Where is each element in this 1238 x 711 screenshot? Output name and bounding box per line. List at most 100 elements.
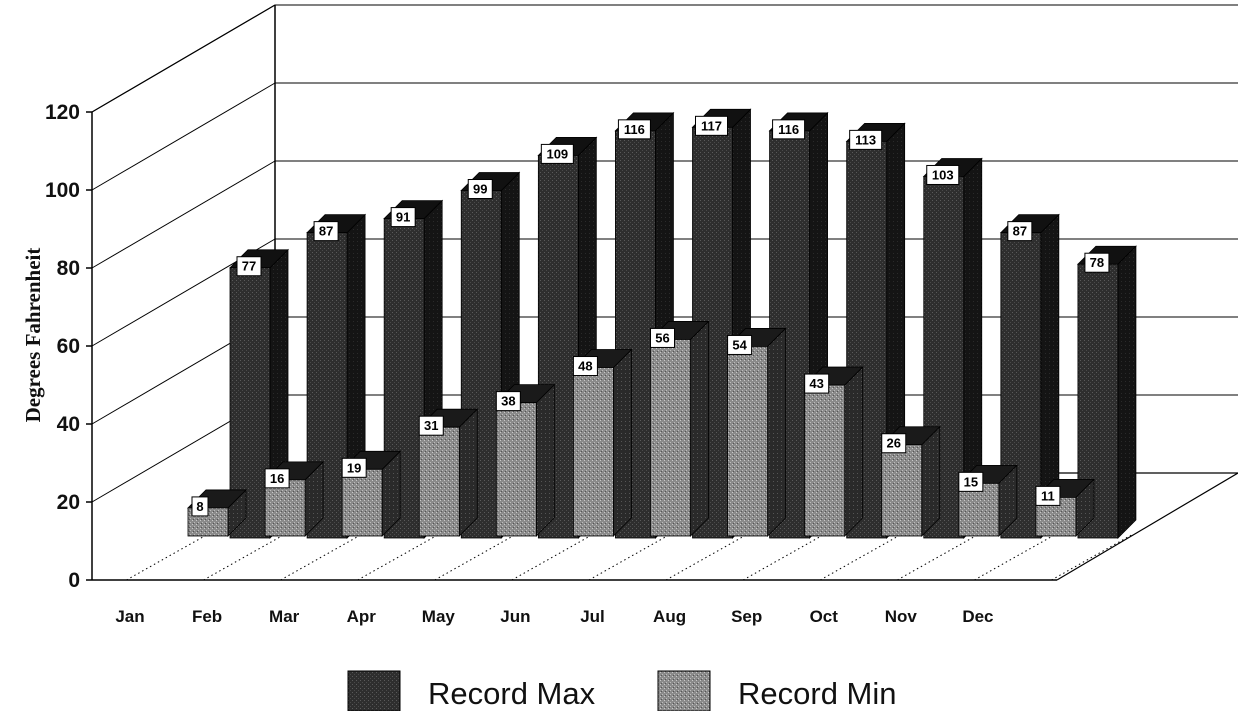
floor-dotted-line xyxy=(897,534,978,581)
x-category-label: Sep xyxy=(731,607,762,626)
record-max-data-label: 109 xyxy=(540,143,574,164)
svg-text:116: 116 xyxy=(778,122,799,137)
record-min-data-label: 56 xyxy=(650,327,675,348)
x-category-label: Nov xyxy=(885,607,918,626)
x-category-label: May xyxy=(422,607,456,626)
y-tick-label: 100 xyxy=(45,179,80,202)
svg-text:43: 43 xyxy=(809,376,823,391)
svg-text:103: 103 xyxy=(932,167,954,182)
record-max-data-label: 103 xyxy=(926,164,960,185)
record-min-bars: 8 16 19 31 38 48 56 54 43 26 15 11 xyxy=(187,320,1095,537)
floor-dotted-line xyxy=(511,534,593,581)
x-category-label: Feb xyxy=(192,607,222,626)
floor-dotted-line xyxy=(126,534,207,581)
svg-text:117: 117 xyxy=(701,118,722,133)
svg-text:87: 87 xyxy=(1013,224,1027,239)
record-min-bar xyxy=(264,460,325,537)
svg-text:56: 56 xyxy=(655,330,669,345)
record-min-data-label: 38 xyxy=(495,391,521,412)
record-max-data-label: 87 xyxy=(313,221,339,242)
floor-dotted-line xyxy=(434,534,516,581)
y-axis-label: Degrees Fahrenheit xyxy=(21,248,45,423)
x-category-label: Mar xyxy=(269,607,300,626)
y-tick-label: 80 xyxy=(57,257,80,280)
x-category-label: Jan xyxy=(115,607,144,626)
record-min-data-label: 19 xyxy=(341,457,367,478)
y-tick-label: 120 xyxy=(45,101,80,124)
record-min-data-label: 26 xyxy=(881,433,907,454)
svg-text:78: 78 xyxy=(1090,255,1104,270)
legend-record-min: Record Min xyxy=(657,670,897,711)
record-min-bar xyxy=(649,320,710,537)
floor-dotted-line xyxy=(203,534,284,581)
svg-text:109: 109 xyxy=(546,146,568,161)
record-min-data-label: 15 xyxy=(958,471,984,492)
floor-dotted-line xyxy=(588,534,670,581)
x-category-label: Jul xyxy=(580,607,605,626)
svg-text:38: 38 xyxy=(501,394,515,409)
record-max-data-label: 78 xyxy=(1084,252,1110,273)
svg-text:116: 116 xyxy=(624,122,645,137)
record-max-bar xyxy=(229,248,289,539)
record-max-data-label: 117 xyxy=(695,115,728,136)
svg-text:8: 8 xyxy=(196,499,203,514)
record-max-data-label: 77 xyxy=(236,256,262,277)
svg-text:113: 113 xyxy=(855,132,876,147)
record-max-data-label: 113 xyxy=(849,129,883,150)
x-category-label: Jun xyxy=(500,607,530,626)
floor-dotted-line xyxy=(742,534,824,581)
svg-text:54: 54 xyxy=(732,337,747,352)
floor-dotted-line xyxy=(280,534,361,581)
record-max-bars: 77 87 91 99 109 116 117 116 113 103 87 78 xyxy=(229,108,1137,539)
gridline-left-wall xyxy=(91,160,276,269)
legend-label: Record Max xyxy=(428,676,596,711)
floor-dotted-line xyxy=(819,534,901,581)
record-min-data-label: 48 xyxy=(572,356,598,377)
record-min-bar xyxy=(341,450,402,537)
record-max-data-label: 116 xyxy=(772,119,806,140)
floor-dotted-line xyxy=(974,534,1055,581)
y-axis-ticks: 0 20 40 60 80 100 120 xyxy=(45,101,80,592)
x-category-label: Apr xyxy=(347,607,377,626)
record-min-data-label: 31 xyxy=(418,415,444,436)
record-min-data-label: 43 xyxy=(804,373,830,394)
svg-text:91: 91 xyxy=(396,210,410,225)
legend-swatch xyxy=(347,670,401,711)
record-max-data-label: 116 xyxy=(617,119,651,140)
svg-text:16: 16 xyxy=(270,471,284,486)
svg-text:15: 15 xyxy=(964,474,978,489)
record-min-data-label: 11 xyxy=(1035,485,1061,506)
x-category-label: Dec xyxy=(962,607,993,626)
svg-text:87: 87 xyxy=(319,224,333,239)
record-min-bar xyxy=(1034,478,1095,537)
legend-record-max: Record Max xyxy=(347,670,596,711)
x-category-label: Aug xyxy=(653,607,686,626)
legend: Record Max Record Min xyxy=(347,670,897,711)
floor-dotted-line xyxy=(1051,534,1132,581)
svg-text:19: 19 xyxy=(347,460,361,475)
svg-text:48: 48 xyxy=(578,359,592,374)
record-min-data-label: 8 xyxy=(191,496,209,517)
x-axis-categories: Jan Feb Mar Apr May Jun Jul Aug Sep Oct Nov Dec xyxy=(115,607,993,626)
floor-dotted-line xyxy=(665,534,747,581)
record-max-data-label: 99 xyxy=(467,179,493,200)
y-tick-label: 20 xyxy=(57,491,80,514)
gridline-left-wall xyxy=(91,4,276,113)
svg-text:26: 26 xyxy=(887,436,901,451)
record-min-bar xyxy=(572,348,633,537)
y-tick-label: 60 xyxy=(57,335,80,358)
svg-text:77: 77 xyxy=(242,259,256,274)
record-max-data-label: 87 xyxy=(1007,221,1033,242)
record-max-data-label: 91 xyxy=(390,207,416,228)
floor-right-edge xyxy=(1056,472,1238,581)
legend-swatch xyxy=(657,670,711,711)
y-tick-label: 0 xyxy=(68,569,80,592)
svg-text:99: 99 xyxy=(473,182,487,197)
svg-text:11: 11 xyxy=(1041,488,1055,503)
record-min-data-label: 54 xyxy=(727,334,753,355)
record-min-data-label: 16 xyxy=(264,468,290,489)
y-tick-label: 40 xyxy=(57,413,80,436)
svg-text:31: 31 xyxy=(424,418,438,433)
x-category-label: Oct xyxy=(810,607,839,626)
